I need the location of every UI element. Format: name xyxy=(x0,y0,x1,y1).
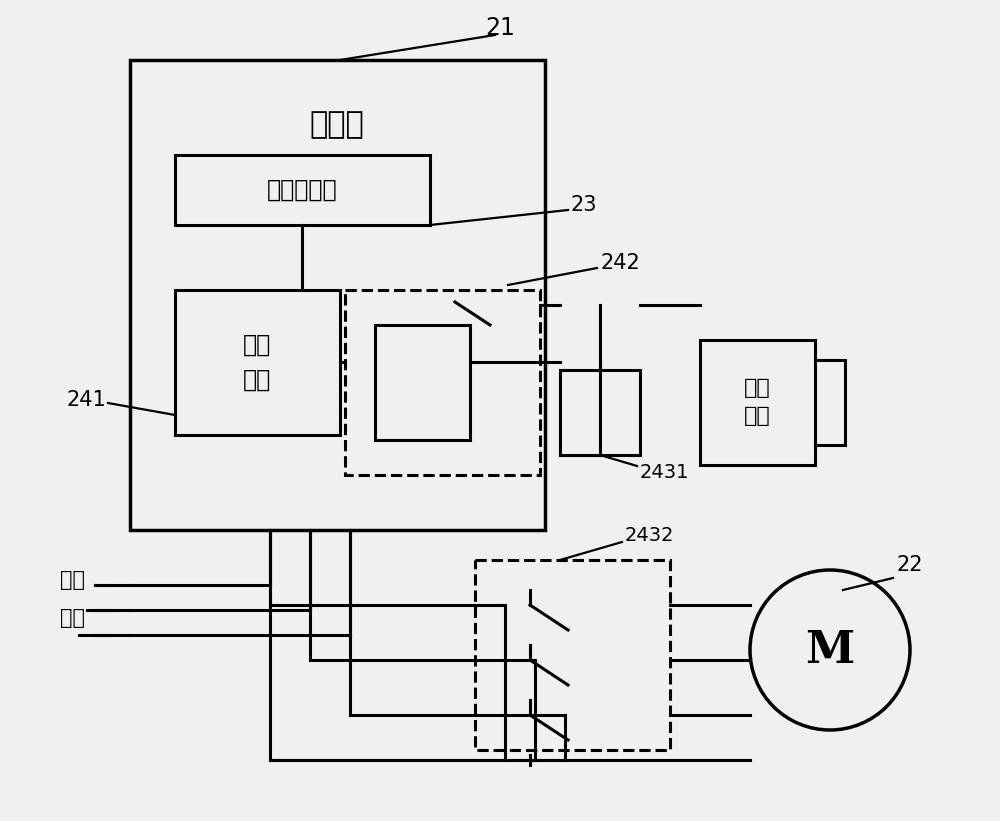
Text: 2431: 2431 xyxy=(640,462,690,481)
Text: 计时器单元: 计时器单元 xyxy=(267,178,337,202)
Bar xyxy=(475,560,670,750)
Text: 21: 21 xyxy=(485,16,515,40)
Text: 电源: 电源 xyxy=(60,608,85,628)
Text: 2432: 2432 xyxy=(625,525,674,544)
Bar xyxy=(560,370,640,455)
Bar xyxy=(175,155,430,225)
Text: 22: 22 xyxy=(897,555,923,575)
Bar xyxy=(130,60,545,530)
Text: 23: 23 xyxy=(570,195,596,215)
Bar xyxy=(345,290,540,475)
Text: 变频器: 变频器 xyxy=(310,111,364,140)
Text: 交流
电源: 交流 电源 xyxy=(744,378,770,426)
Bar xyxy=(175,290,340,435)
Text: 三相: 三相 xyxy=(60,570,85,590)
Text: 241: 241 xyxy=(66,390,106,410)
Bar xyxy=(700,340,815,465)
Text: 控制
芯片: 控制 芯片 xyxy=(243,333,271,392)
Bar xyxy=(375,325,470,440)
Text: 242: 242 xyxy=(600,253,640,273)
Text: M: M xyxy=(805,629,855,672)
